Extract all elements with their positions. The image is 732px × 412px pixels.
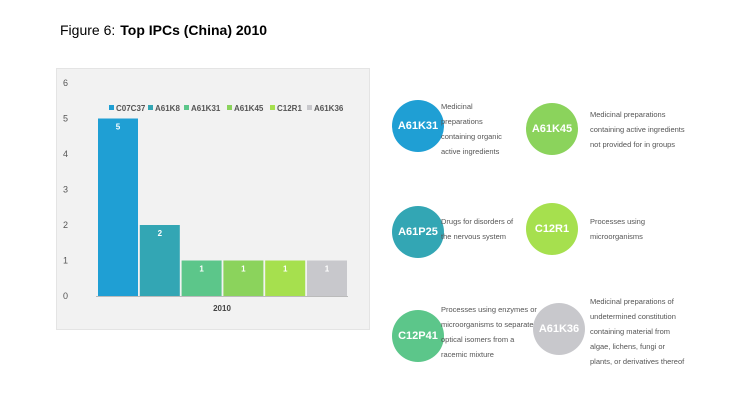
legend-label-C07C37: C07C37 (116, 104, 146, 113)
legend-swatch-A61K45 (227, 105, 232, 110)
description-line: racemic mixture (441, 350, 494, 359)
y-tick-label: 5 (63, 114, 68, 124)
legend-swatch-A61K36 (307, 105, 312, 110)
ipc-code-badge: A61K36 (533, 303, 585, 355)
legend-swatch-C12R1 (270, 105, 275, 110)
description-line: Processes using (590, 217, 646, 226)
bar-A61K36 (307, 260, 347, 296)
description-line: algae, lichens, fungi or (590, 342, 666, 351)
legend-label-A61K36: A61K36 (314, 104, 344, 113)
bar-A61K31 (181, 260, 222, 296)
description-line: microorganisms (590, 232, 643, 241)
y-tick-label: 4 (63, 149, 68, 159)
ipc-code-badge: A61K31 (392, 100, 444, 152)
ipc-code-description: Medicinal preparations containing active … (590, 107, 685, 152)
y-tick-label: 6 (63, 78, 68, 88)
description-line: Processes using enzymes or (441, 305, 537, 314)
description-line: the nervous system (441, 232, 507, 241)
legend-swatch-A61K31 (184, 105, 189, 110)
figure-title-text: Top IPCs (China) 2010 (120, 22, 268, 38)
description-line: containing organic (441, 132, 502, 141)
ipc-code-badge: C12P41 (392, 310, 444, 362)
data-label-C12R1: 1 (283, 265, 288, 274)
data-label-C07C37: 5 (116, 123, 121, 132)
legend-label-A61K45: A61K45 (234, 104, 264, 113)
bar-C07C37 (98, 118, 138, 296)
data-label-A61K8: 2 (158, 229, 163, 238)
description-line: plants, or derivatives thereof (590, 357, 685, 366)
bar-C12R1 (265, 260, 306, 296)
description-line: Drugs for disorders of (441, 217, 514, 226)
description-line: preparations (441, 117, 483, 126)
data-label-A61K36: 1 (325, 265, 330, 274)
data-label-A61K45: 1 (241, 265, 246, 274)
description-line: not provided for in groups (590, 140, 676, 149)
legend-label-A61K31: A61K31 (191, 104, 221, 113)
ipc-code-description: Medicinal preparations containing organic a… (441, 99, 502, 159)
ipc-code-badge: C12R1 (526, 203, 578, 255)
legend-label-C12R1: C12R1 (277, 104, 302, 113)
ipc-code-description: Medicinal preparations of undetermined co… (590, 294, 684, 369)
ipc-code-description: Processes using enzymes or microorganisms… (441, 302, 537, 362)
description-line: microorganisms to separate (441, 320, 534, 329)
y-tick-label: 2 (63, 220, 68, 230)
legend-swatch-A61K8 (148, 105, 153, 110)
ipc-code-description: Drugs for disorders of the nervous system (441, 214, 513, 244)
description-line: containing active ingredients (590, 125, 685, 134)
description-line: Medicinal preparations of (590, 297, 674, 306)
ipc-code-description: Processes using microorganisms (590, 214, 645, 244)
data-label-A61K31: 1 (199, 265, 204, 274)
y-tick-label: 0 (63, 291, 68, 301)
description-line: active ingredients (441, 147, 500, 156)
description-line: containing material from (590, 327, 671, 336)
bar-A61K8 (139, 225, 180, 296)
description-line: Medicinal (441, 102, 473, 111)
figure-label: Figure 6: (60, 22, 116, 38)
legend-swatch-C07C37 (109, 105, 114, 110)
x-category-label: 2010 (213, 304, 231, 313)
bar-A61K45 (223, 260, 264, 296)
y-tick-label: 1 (63, 256, 68, 266)
ipc-code-badge: A61K45 (526, 103, 578, 155)
description-line: undetermined constitution (590, 312, 676, 321)
ipc-code-badge: A61P25 (392, 206, 444, 258)
y-tick-label: 3 (63, 185, 68, 195)
legend-label-A61K8: A61K8 (155, 104, 180, 113)
figure-title: Figure 6: Top IPCs (China) 2010 (60, 22, 267, 38)
description-line: Medicinal preparations (590, 110, 666, 119)
description-line: optical isomers from a (441, 335, 515, 344)
